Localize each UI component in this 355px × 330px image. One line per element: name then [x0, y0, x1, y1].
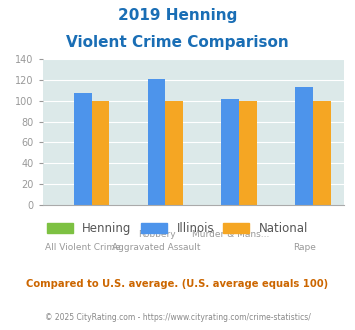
- Legend: Henning, Illinois, National: Henning, Illinois, National: [42, 217, 313, 240]
- Text: Violent Crime Comparison: Violent Crime Comparison: [66, 35, 289, 50]
- Bar: [148, 79, 165, 205]
- Text: 2019 Henning: 2019 Henning: [118, 8, 237, 23]
- Text: Rape: Rape: [293, 244, 316, 252]
- Bar: [313, 101, 331, 205]
- Text: Aggravated Assault: Aggravated Assault: [112, 244, 201, 252]
- Bar: [74, 93, 92, 205]
- Text: All Violent Crime: All Violent Crime: [45, 244, 121, 252]
- Text: Compared to U.S. average. (U.S. average equals 100): Compared to U.S. average. (U.S. average …: [26, 279, 329, 289]
- Bar: [92, 101, 109, 205]
- Bar: [165, 101, 183, 205]
- Text: © 2025 CityRating.com - https://www.cityrating.com/crime-statistics/: © 2025 CityRating.com - https://www.city…: [45, 314, 310, 322]
- Text: Robbery: Robbery: [138, 230, 175, 239]
- Bar: [239, 101, 257, 205]
- Bar: [295, 87, 313, 205]
- Text: Murder & Mans...: Murder & Mans...: [192, 230, 269, 239]
- Bar: [222, 99, 239, 205]
